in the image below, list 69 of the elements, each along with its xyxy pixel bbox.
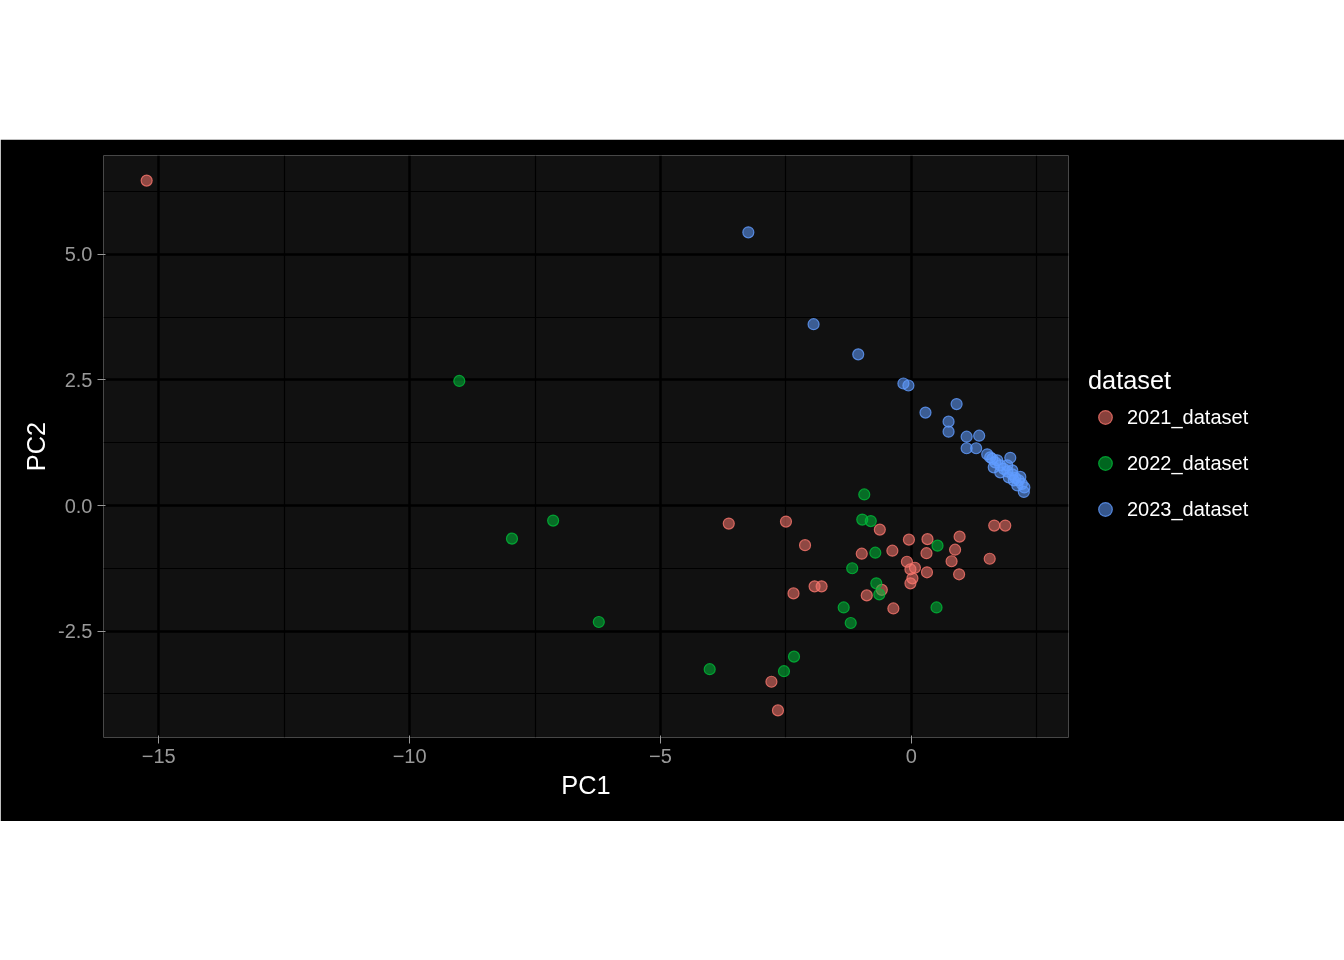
y-tick-label: 0.0: [64, 494, 93, 517]
point: [902, 379, 915, 392]
point: [453, 374, 466, 388]
point: [844, 616, 857, 630]
point: [942, 415, 955, 428]
y-axis-title: PC2: [22, 421, 51, 472]
point: [1014, 470, 1027, 483]
x-tick-label: −5: [649, 744, 672, 767]
point: [855, 547, 868, 560]
point: [948, 543, 962, 556]
point: [920, 566, 934, 579]
x-tick-label: 0: [905, 744, 917, 767]
point: [798, 539, 812, 552]
point: [777, 665, 791, 678]
y-tick-label: 5.0: [64, 243, 93, 266]
point: [547, 514, 560, 527]
point: [904, 577, 917, 590]
point: [837, 601, 850, 614]
point: [815, 580, 828, 593]
legend-title: dataset: [1088, 366, 1173, 395]
point: [864, 514, 877, 528]
point: [807, 318, 820, 331]
point: [1006, 464, 1019, 477]
point: [973, 429, 986, 442]
point: [983, 552, 996, 565]
point: [873, 588, 886, 601]
point: [787, 650, 801, 663]
point: [860, 589, 873, 602]
x-axis-title: PC1: [561, 770, 611, 799]
point: [902, 533, 916, 546]
point: [931, 539, 944, 552]
legend-label: 2023_dataset: [1127, 496, 1249, 523]
point: [999, 519, 1012, 532]
point: [920, 547, 933, 560]
point: [942, 425, 955, 438]
point: [779, 515, 793, 528]
point: [787, 587, 800, 600]
point: [765, 675, 778, 688]
point: [703, 663, 716, 676]
point: [921, 533, 934, 546]
point: [505, 532, 519, 545]
point: [953, 530, 966, 543]
point: [950, 397, 963, 411]
point: [886, 544, 899, 557]
point: [858, 488, 871, 501]
point: [960, 430, 973, 443]
point: [742, 226, 755, 239]
legend-label: 2022_dataset: [1127, 450, 1249, 477]
point: [953, 568, 966, 581]
point: [852, 348, 865, 361]
point: [870, 577, 883, 590]
point: [945, 555, 958, 568]
point: [592, 615, 605, 629]
point: [140, 174, 153, 187]
point: [988, 519, 1001, 532]
point: [887, 602, 900, 615]
point: [869, 546, 882, 559]
legend-label: 2021_dataset: [1127, 404, 1249, 431]
point: [846, 562, 859, 575]
y-tick-label: -2.5: [58, 620, 93, 643]
x-tick-label: −10: [392, 744, 427, 767]
point: [930, 601, 943, 614]
x-tick-label: −15: [141, 744, 176, 767]
point: [970, 442, 983, 455]
point: [771, 704, 785, 717]
point: [873, 523, 886, 536]
point: [919, 406, 932, 419]
y-tick-label: 2.5: [64, 368, 93, 391]
point: [722, 517, 735, 530]
